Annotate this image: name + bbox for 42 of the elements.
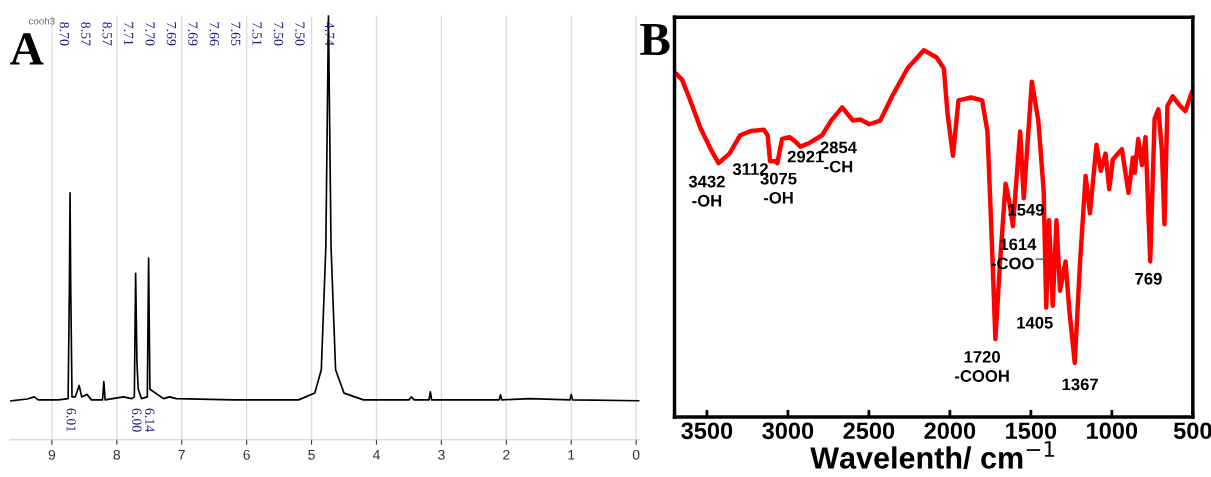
x-tick-label: 3000 xyxy=(762,422,814,440)
chart-title: B xyxy=(640,23,670,55)
annotation: 7.51 xyxy=(252,22,262,46)
annotation: 7.69 xyxy=(188,22,198,46)
annotation: 8.70 xyxy=(59,22,70,46)
x-tick-label: 6 xyxy=(243,449,250,460)
x-tick-label: 3 xyxy=(438,449,445,460)
x-axis-title: Wavelenth/ cm$^{−1}$ xyxy=(810,441,1055,470)
x-tick-label: 2 xyxy=(503,449,510,460)
annotation: cooh3 xyxy=(28,17,55,25)
x-tick-label: 7 xyxy=(178,450,185,460)
x-tick-label: 2000 xyxy=(924,422,976,440)
x-tick-label: 2500 xyxy=(843,422,895,440)
annotation: 6.00 xyxy=(132,408,142,432)
annotation: 4.74 xyxy=(324,21,335,46)
annotation: 1367 xyxy=(1062,378,1098,391)
annotation: 6.01 xyxy=(66,408,76,432)
annotation: 8.57 xyxy=(81,22,91,46)
annotation: 7.50 xyxy=(295,22,305,46)
annotation: 3432 -OH xyxy=(688,175,725,207)
x-tick-label: 3500 xyxy=(681,422,733,440)
annotation: 7.65 xyxy=(230,22,241,46)
x-tick-label: 500 xyxy=(1173,422,1211,440)
x-tick-label: 8 xyxy=(113,449,121,460)
annotation: 769 xyxy=(1135,272,1162,285)
x-tick-label: 0 xyxy=(632,449,640,460)
annotation: 1405 xyxy=(1017,316,1053,329)
x-tick-label: 4 xyxy=(372,450,380,460)
annotation: 1720 -COOH xyxy=(954,350,1009,382)
annotation: 6.14 xyxy=(145,408,155,433)
x-tick-label: 9 xyxy=(48,449,56,460)
x-tick-label: 5 xyxy=(308,450,315,460)
x-tick-label: 1500 xyxy=(1006,422,1057,440)
annotation: 7.69 xyxy=(166,22,177,46)
x-tick-label: 1 xyxy=(568,450,575,460)
annotation: 7.66 xyxy=(209,22,219,46)
annotation: 8.57 xyxy=(102,22,112,46)
x-tick-label: 1000 xyxy=(1087,422,1138,440)
annotation: 7.50 xyxy=(273,22,284,46)
chart-title: A xyxy=(10,33,44,65)
annotation: 7.70 xyxy=(145,22,155,46)
annotation: 7.71 xyxy=(123,22,134,46)
